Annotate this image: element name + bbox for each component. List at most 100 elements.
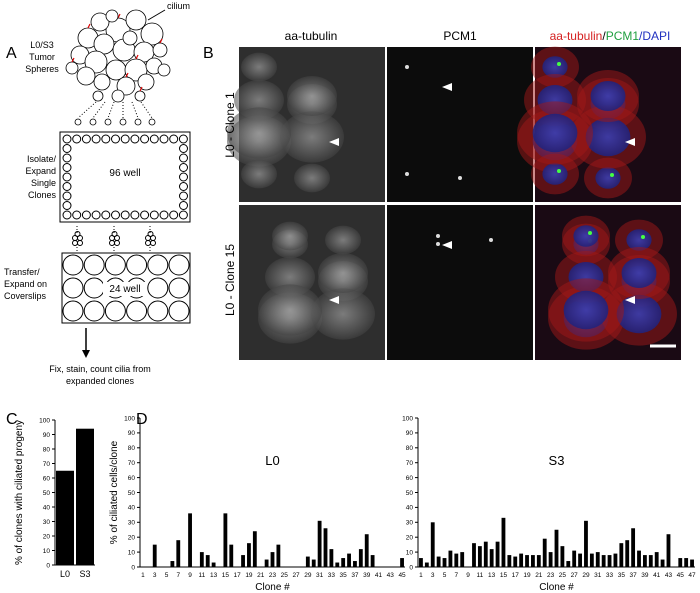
sphere-label: Spheres [25,64,59,74]
well [179,144,188,153]
bar [247,543,251,567]
y-tick-label: 20 [43,533,51,540]
micrograph [387,205,533,360]
step-label: Isolate/ [27,154,57,164]
bar [305,556,310,567]
y-tick-label: 80 [43,446,51,453]
bar [660,559,665,567]
bar [223,513,228,567]
cilium-mark [139,86,143,92]
well [168,254,190,276]
nucleus [542,163,568,185]
x-tick-label: 9 [466,572,470,579]
well [111,210,120,220]
well [147,300,169,322]
x-tick-label: 33 [606,572,614,579]
y-axis-label: % of ciliated cells/clone [109,440,120,544]
step-label: expanded clones [66,376,135,386]
clone-cell [134,118,142,126]
y-tick-label: 70 [43,461,51,468]
step-label: Transfer/ [4,267,40,277]
bar [584,520,588,567]
well [140,134,150,144]
x-tick-label: 43 [387,572,395,579]
bar [589,553,594,567]
bar [690,559,694,567]
column-header: aa-tubulin/PCM1/DAPI [550,29,671,43]
x-axis-label: Clone # [539,582,574,593]
y-tick-label: 90 [128,430,136,437]
y-tick-label: 10 [406,549,414,556]
nucleus [585,117,631,157]
centrosome [436,234,440,238]
y-axis-label: % of clones with ciliated progeny [14,420,25,565]
well [179,153,188,163]
bar [276,544,281,567]
micrographs [227,46,681,360]
bar [170,561,175,567]
y-tick-label: 20 [406,535,414,542]
well [179,191,188,201]
x-tick-label: 1 [419,572,423,579]
bar [495,541,500,567]
centrosome [405,172,409,176]
bar [419,558,423,567]
well [126,254,148,276]
panel-label: D [136,411,148,428]
bar [329,549,334,567]
y-tick-label: 100 [39,417,50,424]
centrosome [436,242,440,246]
well [62,144,72,153]
bar [578,553,582,567]
well [179,172,188,182]
sphere-cell [137,73,155,91]
sphere-cell [90,12,110,32]
nucleus [595,167,621,189]
bar [631,528,636,567]
x-tick-label: 41 [653,572,661,579]
sphere-cell [76,66,96,86]
centrosome [458,176,462,180]
bar [188,513,192,567]
panel-label: B [203,45,214,62]
y-tick-label: 0 [131,564,135,571]
bar [364,534,369,567]
clone-cell [89,118,97,126]
arrowhead [329,296,339,304]
cell-clump [150,240,156,246]
bar [241,555,245,567]
bar [607,555,612,567]
bar [270,552,275,567]
bar [507,555,512,567]
x-tick-label: 7 [176,572,180,579]
bar [252,531,257,567]
well [147,277,169,299]
wells [62,254,190,322]
centrosome [489,238,493,242]
x-tick-label: 23 [547,572,555,579]
well [62,300,84,322]
sphere-cell [92,90,104,102]
bar [317,520,322,567]
x-tick-label: 5 [443,572,447,579]
arrowhead [442,241,452,249]
cell-clump [147,231,154,237]
dotted-line [107,101,115,119]
cell-clump [114,240,120,246]
well [62,153,72,163]
bar [554,529,559,567]
bar [519,553,524,567]
well [178,210,188,220]
well [168,300,190,322]
y-tick-label: 80 [406,445,414,452]
x-tick-label: 31 [316,572,324,579]
well [83,254,105,276]
label-bg [103,282,147,296]
x-tick-label: 19 [245,572,253,579]
sphere-cell [84,50,108,74]
dotted-line [77,101,97,119]
y-tick-label: 50 [128,490,136,497]
well [83,277,105,299]
well [179,182,188,191]
